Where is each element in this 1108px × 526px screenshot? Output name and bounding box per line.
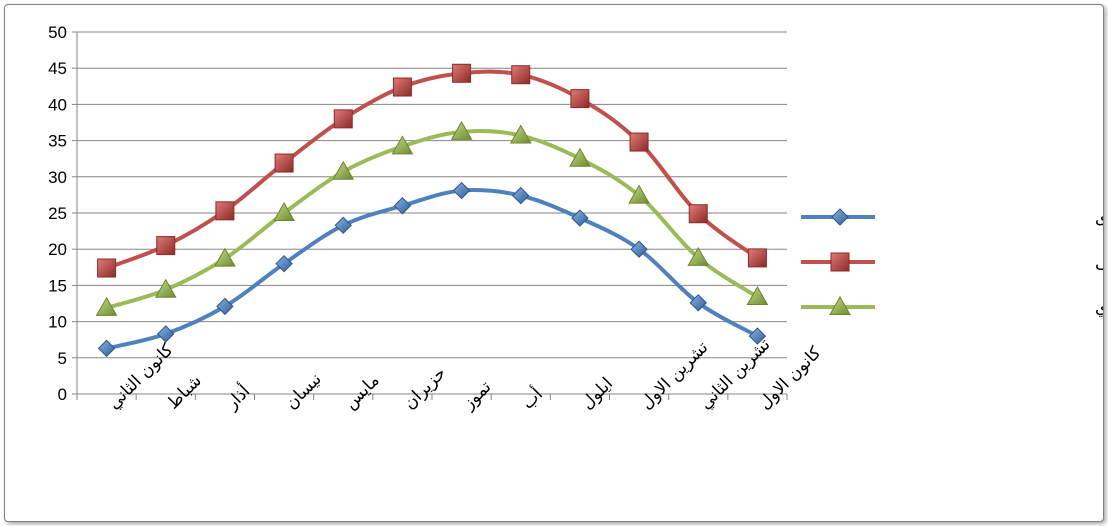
y-tick-label: 35	[48, 132, 67, 151]
data-point-diamond	[512, 186, 530, 205]
x-tick-label: شباط	[163, 371, 206, 414]
data-point-diamond	[748, 327, 767, 345]
data-point-diamond	[216, 297, 234, 316]
data-point-diamond	[689, 294, 707, 312]
legend: درجة الحرارة الصغرى درجة الحرارة العظمى ال…	[801, 208, 1103, 318]
y-tick-label: 0	[58, 385, 67, 404]
data-point-triangle	[95, 296, 118, 316]
data-point-triangle	[687, 246, 710, 266]
data-point-square	[688, 204, 708, 224]
chart-area: 0 5 10 15 20 25 30 35 40 45 50 كانون الثاني شباط أذار…	[4, 4, 1104, 522]
x-tick-label: مايس	[341, 371, 384, 414]
data-point-square	[215, 201, 235, 221]
legend-marker-triangle	[829, 295, 851, 315]
x-tick-label: ايلول	[577, 374, 617, 414]
data-point-triangle	[746, 285, 769, 305]
data-point-diamond	[334, 216, 352, 235]
data-point-triangle	[273, 201, 295, 221]
x-tick-label: نيسان	[281, 369, 325, 413]
data-point-square	[274, 153, 294, 173]
x-tick-label: حزيران	[400, 363, 450, 413]
data-point-square	[333, 109, 353, 129]
data-point-triangle	[214, 247, 236, 267]
y-tick-label: 45	[48, 59, 67, 78]
data-point-triangle	[332, 160, 355, 180]
legend-label: درجة الحرارة الصغرى	[1095, 208, 1103, 228]
data-point-square	[97, 258, 117, 278]
data-point-diamond	[157, 325, 175, 343]
y-tick-label: 50	[48, 23, 67, 42]
legend-label: المعدل الشهري	[1095, 298, 1103, 318]
data-point-square	[629, 132, 649, 152]
data-point-triangle	[569, 147, 591, 167]
data-point-diamond	[630, 240, 648, 258]
y-tick-label: 10	[48, 313, 67, 332]
x-tick-label: أب	[517, 383, 547, 413]
data-point-triangle	[450, 120, 473, 140]
x-tick-label: أذار	[220, 380, 254, 414]
y-tick-label: 15	[48, 276, 67, 295]
series-line-2	[105, 69, 759, 270]
series-line-3	[105, 129, 759, 310]
data-point-triangle	[154, 278, 177, 298]
data-point-diamond	[571, 209, 589, 227]
legend-marker-diamond	[831, 208, 849, 226]
data-point-square	[452, 63, 472, 83]
data-point-diamond	[452, 181, 471, 200]
series-lines	[95, 63, 769, 358]
x-tick-label: تموز	[458, 377, 495, 414]
data-point-diamond	[393, 197, 412, 215]
data-point-square	[511, 65, 531, 85]
data-point-triangle	[391, 135, 414, 155]
data-point-diamond	[275, 254, 293, 273]
y-tick-label: 30	[48, 168, 67, 187]
y-tick-label: 5	[58, 349, 67, 368]
data-point-triangle	[509, 124, 532, 144]
data-point-diamond	[97, 339, 116, 358]
data-point-triangle	[628, 184, 650, 204]
legend-label: درجة الحرارة العظمى	[1095, 253, 1103, 273]
legend-marker-square	[830, 252, 850, 272]
y-tick-label: 40	[48, 95, 67, 114]
data-point-square	[570, 89, 590, 109]
y-tick-label: 25	[48, 204, 67, 223]
data-point-square	[747, 248, 767, 268]
data-point-square	[392, 77, 412, 97]
data-point-square	[156, 236, 176, 256]
y-tick-label: 20	[48, 240, 67, 259]
